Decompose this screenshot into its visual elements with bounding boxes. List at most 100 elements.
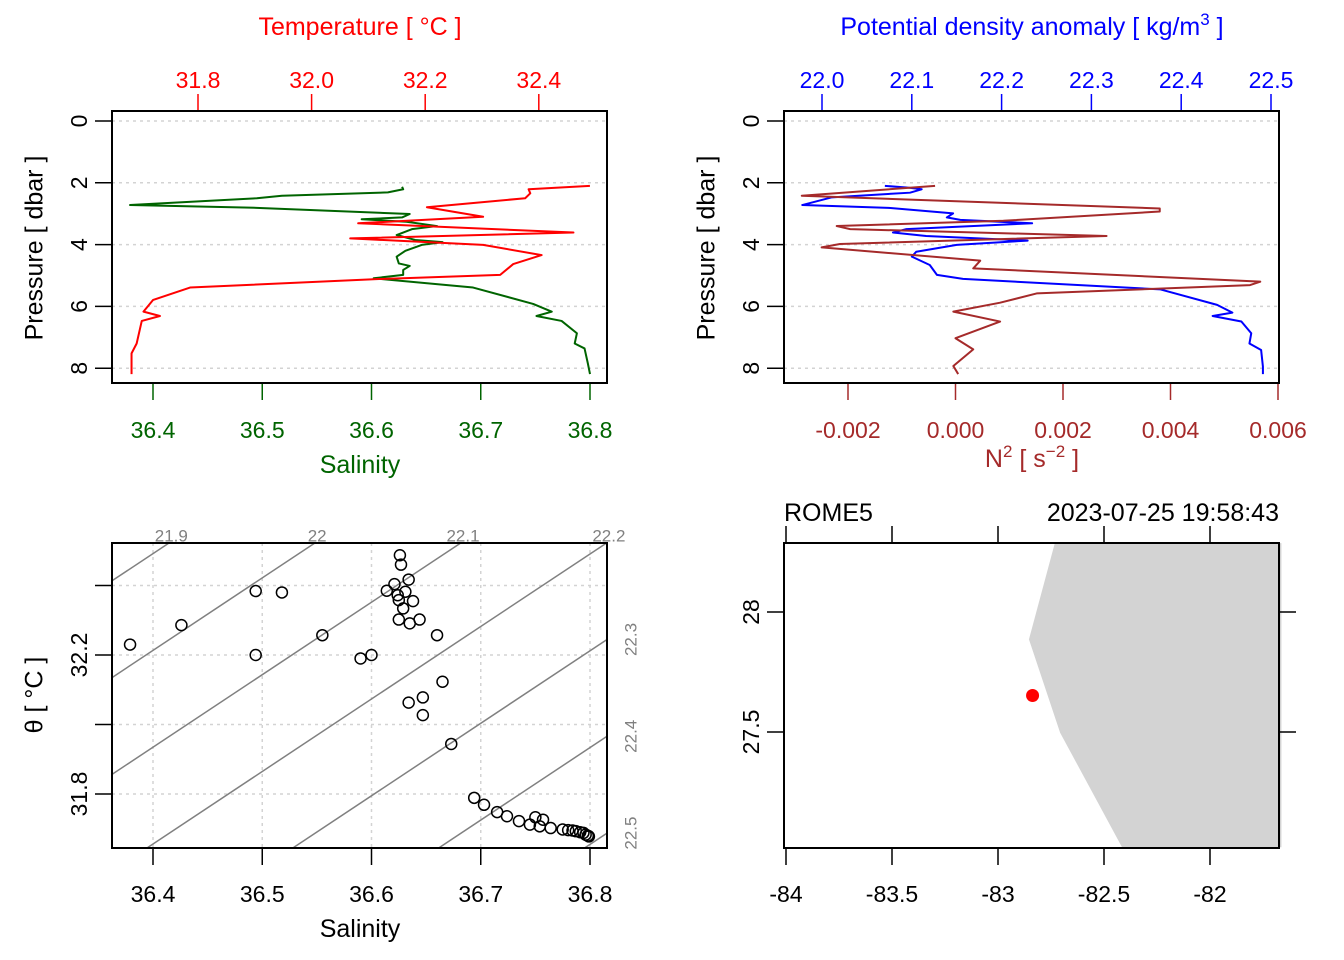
n2-title-unit-sup: −2 <box>1046 442 1065 461</box>
temperature-salinity-panel: Temperature [ °C ] Salinity Pressure [ d… <box>21 13 613 479</box>
ts-data-point <box>249 584 262 598</box>
isopycnal-line <box>111 542 316 679</box>
latitude-tick-label: 27.5 <box>738 710 764 755</box>
ts-data-point <box>582 830 596 843</box>
isopycnal-line <box>584 832 608 849</box>
temperature-tick-label: 32.0 <box>289 67 334 93</box>
salinity-tick-label: 36.5 <box>240 881 285 907</box>
salinity-profile-line <box>129 186 591 375</box>
n2-title-n: N <box>985 445 1003 473</box>
salinity-tick-label: 36.6 <box>349 417 394 443</box>
theta-axis-title: θ [ °C ] <box>21 657 49 734</box>
salinity-tick-label: 36.5 <box>240 417 285 443</box>
density-tick-label: 22.0 <box>800 67 845 93</box>
temperature-tick-label: 31.8 <box>176 67 221 93</box>
density-title-end: ] <box>1210 13 1224 41</box>
ts-data-point <box>175 618 188 632</box>
plot-frame <box>783 110 1280 384</box>
ts-data-point <box>416 708 430 722</box>
ts-data-point <box>316 628 329 642</box>
ts-data-point <box>445 737 458 751</box>
salinity-tick-label: 36.4 <box>131 417 176 443</box>
ts-data-point <box>380 584 394 597</box>
ts-data-point <box>354 652 367 665</box>
plot-frame <box>111 110 608 384</box>
ts-data-point <box>396 602 410 615</box>
temperature-tick-label: 32.2 <box>403 67 448 93</box>
ts-data-point <box>430 628 444 642</box>
ts-data-point <box>477 798 491 812</box>
n2-title-unit: [ s <box>1012 445 1045 473</box>
density-tick-label: 22.1 <box>889 67 934 93</box>
ts-data-point <box>556 823 569 836</box>
density-title-text: Potential density anomaly [ kg/m <box>840 13 1200 41</box>
density-title-sup: 3 <box>1200 10 1209 29</box>
longitude-tick-label: -83 <box>981 881 1014 907</box>
isopycnal-line <box>438 735 608 849</box>
pressure-tick-label: 2 <box>66 176 92 189</box>
density-axis-title: Potential density anomaly [ kg/m3 ] <box>840 10 1223 41</box>
n2-title-end: ] <box>1065 445 1079 473</box>
n2-tick-label: 0.004 <box>1142 417 1200 443</box>
n2-tick-label: 0.006 <box>1249 417 1307 443</box>
pressure-tick-label: 4 <box>738 238 764 251</box>
ts-data-point <box>123 638 137 651</box>
latitude-tick-label: 28 <box>738 599 764 625</box>
density-tick-label: 22.2 <box>979 67 1024 93</box>
longitude-tick-label: -82 <box>1193 881 1226 907</box>
ts-data-point <box>512 814 526 828</box>
pressure-axis-title: Pressure [ dbar ] <box>693 156 721 341</box>
isopycnal-label: 22.5 <box>621 817 640 850</box>
pressure-tick-label: 8 <box>738 362 764 375</box>
ts-data-point <box>544 821 557 835</box>
station-map-panel: ROME5 2023-07-25 19:58:43 -84 -83.5 -83 -82… <box>738 499 1296 907</box>
salinity-tick-label: 36.7 <box>458 417 503 443</box>
pressure-tick-label: 2 <box>738 176 764 189</box>
isopycnal-label: 22.1 <box>446 526 479 545</box>
pressure-tick-label: 8 <box>66 362 92 375</box>
density-n2-panel: Potential density anomaly [ kg/m3 ] N2 [… <box>693 10 1307 473</box>
station-name: ROME5 <box>784 499 873 527</box>
longitude-tick-label: -83.5 <box>866 881 918 907</box>
theta-tick-label: 31.8 <box>66 772 92 817</box>
ts-data-point <box>388 577 401 591</box>
salinity-tick-label: 36.6 <box>349 881 394 907</box>
isopycnal-line <box>292 638 608 849</box>
theta-tick-label: 32.2 <box>66 633 92 678</box>
salinity-tick-label: 36.4 <box>131 881 176 907</box>
salinity-tick-label: 36.8 <box>568 417 613 443</box>
map-frame <box>783 542 1280 849</box>
ts-data-point <box>536 813 550 826</box>
pressure-tick-label: 6 <box>66 300 92 313</box>
ts-data-point <box>500 809 514 823</box>
ts-diagram-panel: Salinity θ [ °C ] 36.4 36.5 36.6 36.7 36.8 31… <box>21 526 641 943</box>
ts-data-point <box>399 585 412 599</box>
longitude-tick-label: -84 <box>769 881 802 907</box>
density-profile-line <box>801 184 1264 375</box>
pressure-tick-label: 0 <box>66 115 92 128</box>
ts-data-point <box>394 558 408 571</box>
n2-title-sup: 2 <box>1003 442 1012 461</box>
temperature-tick-label: 32.4 <box>516 67 561 93</box>
longitude-tick-label: -82.5 <box>1078 881 1130 907</box>
ts-data-point <box>416 691 430 704</box>
n2-tick-label: -0.002 <box>815 417 880 443</box>
salinity-tick-label: 36.8 <box>568 881 613 907</box>
ts-data-point <box>402 696 415 709</box>
ts-data-point <box>402 573 415 586</box>
n2-axis-title: N2 [ s−2 ] <box>985 442 1079 473</box>
isopycnal-label: 22.2 <box>592 526 625 545</box>
salinity-tick-label: 36.7 <box>458 881 503 907</box>
pressure-tick-label: 6 <box>738 300 764 313</box>
ts-data-point <box>393 549 407 562</box>
ts-data-point <box>365 648 378 662</box>
n2-tick-label: 0.002 <box>1034 417 1092 443</box>
ts-data-point <box>249 648 262 662</box>
isopycnal-label: 21.9 <box>155 526 188 545</box>
density-tick-label: 22.3 <box>1069 67 1114 93</box>
ts-data-point <box>436 675 449 689</box>
ts-data-point <box>467 791 481 805</box>
n2-tick-label: 0.000 <box>927 417 985 443</box>
isopycnal-line <box>111 542 461 776</box>
